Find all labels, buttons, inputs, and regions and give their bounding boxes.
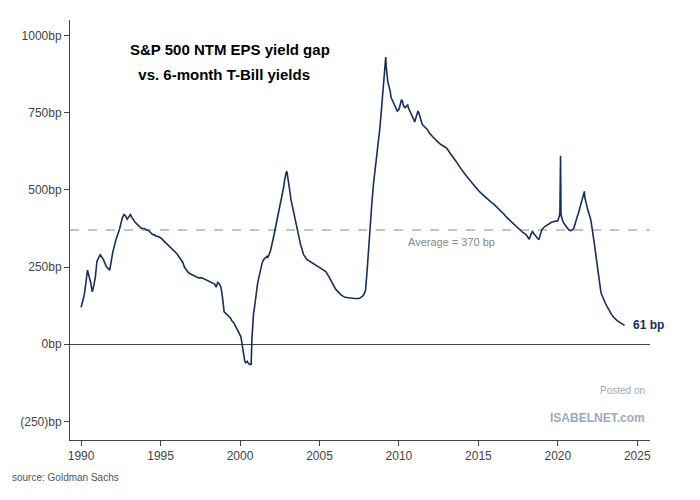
svg-text:2000: 2000 bbox=[227, 449, 254, 463]
svg-text:1000bp: 1000bp bbox=[22, 29, 62, 43]
svg-text:Posted on: Posted on bbox=[600, 385, 645, 396]
svg-text:2010: 2010 bbox=[386, 449, 413, 463]
svg-text:1995: 1995 bbox=[147, 449, 174, 463]
svg-text:ISABELNET.com: ISABELNET.com bbox=[550, 411, 645, 425]
svg-text:2015: 2015 bbox=[465, 449, 492, 463]
svg-text:250bp: 250bp bbox=[28, 260, 62, 274]
svg-text:Average = 370 bp: Average = 370 bp bbox=[408, 236, 495, 248]
svg-text:source: Goldman Sachs: source: Goldman Sachs bbox=[12, 472, 119, 483]
svg-text:2005: 2005 bbox=[306, 449, 333, 463]
svg-text:750bp: 750bp bbox=[28, 106, 62, 120]
svg-text:S&P 500 NTM EPS yield gap: S&P 500 NTM EPS yield gap bbox=[130, 41, 330, 58]
svg-text:2025: 2025 bbox=[624, 449, 651, 463]
svg-text:61 bp: 61 bp bbox=[633, 318, 664, 332]
svg-text:2020: 2020 bbox=[544, 449, 571, 463]
svg-text:vs. 6-month T-Bill yields: vs. 6-month T-Bill yields bbox=[130, 66, 310, 83]
svg-text:0bp: 0bp bbox=[42, 337, 62, 351]
svg-text:500bp: 500bp bbox=[28, 183, 62, 197]
svg-text:1990: 1990 bbox=[68, 449, 95, 463]
svg-text:(250)bp: (250)bp bbox=[20, 415, 62, 429]
